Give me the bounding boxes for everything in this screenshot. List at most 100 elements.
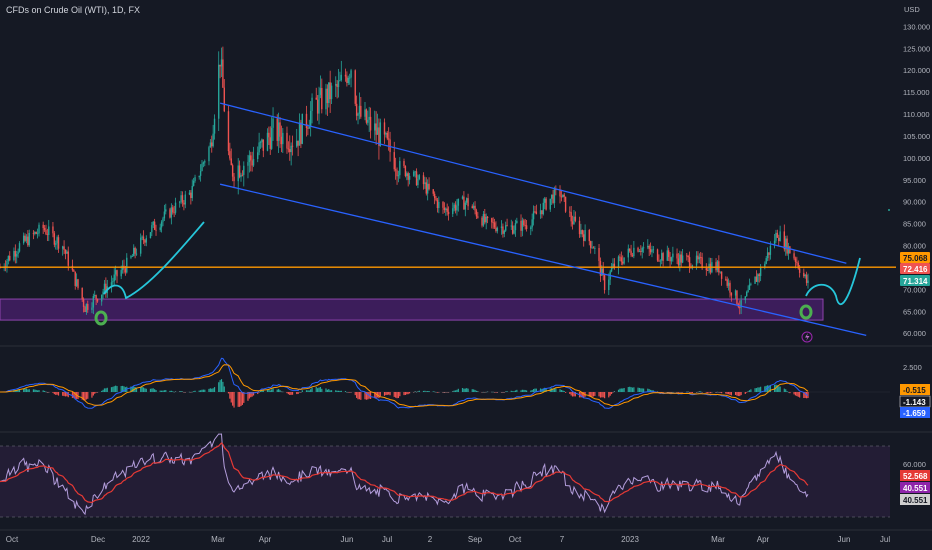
time-tick-label: Jul [880, 535, 890, 544]
macd-histogram-bar [106, 387, 108, 392]
macd-histogram-bar [560, 389, 563, 392]
candle-body [212, 133, 214, 147]
candle-body [617, 256, 620, 268]
channel-upper-line [219, 102, 847, 264]
candle-body [531, 219, 533, 228]
macd-histogram-bar [152, 388, 154, 392]
candle-body [155, 229, 157, 231]
macd-histogram-bar [365, 392, 367, 400]
macd-histogram-bar [424, 390, 426, 392]
macd-histogram-bar [257, 392, 259, 395]
macd-histogram-bar [55, 392, 57, 395]
macd-histogram-bar [475, 390, 478, 392]
macd-histogram-bar [92, 392, 94, 396]
candle-body [27, 236, 29, 246]
candle-body [220, 59, 223, 67]
candle-body [75, 279, 78, 286]
candle-body [71, 265, 74, 271]
macd-histogram-bar [739, 392, 741, 397]
macd-histogram-bar [799, 392, 801, 398]
macd-histogram-bar [120, 386, 122, 392]
candle-body [91, 307, 93, 310]
macd-histogram-bar [804, 392, 806, 398]
macd-histogram-bar [211, 388, 213, 392]
macd-histogram-bar [222, 381, 224, 392]
candle-body [240, 174, 242, 178]
macd-histogram-bar [268, 389, 270, 392]
candle-body [705, 268, 708, 271]
candle-body [610, 268, 613, 272]
candle-body [174, 202, 177, 213]
macd-histogram-bar [539, 388, 542, 392]
candle-body [153, 221, 156, 230]
candle-body [583, 234, 585, 241]
macd-histogram-bar [512, 391, 514, 392]
candle-body [435, 198, 437, 201]
candle-body [432, 189, 434, 194]
candle-body [727, 282, 730, 286]
candle-body [630, 250, 632, 256]
rsi-label-badge [900, 470, 930, 481]
candle-body [130, 256, 132, 258]
chart-title: CFDs on Crude Oil (WTI), 1D, FX [6, 5, 140, 15]
macd-histogram-bar [112, 386, 114, 392]
macd-histogram-bar [608, 392, 610, 398]
candle-body [492, 222, 494, 224]
candle-body [570, 212, 572, 222]
candle-body [121, 265, 124, 271]
macd-histogram-bar [422, 390, 425, 392]
candle-body [67, 251, 69, 266]
candle-body [140, 237, 142, 254]
macd-histogram-bar [467, 388, 469, 392]
macd-histogram-bar [307, 390, 309, 392]
macd-histogram-bar [590, 392, 592, 398]
candle-body [805, 274, 808, 283]
candle-body [730, 292, 733, 296]
macd-histogram-bar [406, 392, 408, 395]
candle-body [229, 151, 231, 159]
macd-histogram-bar [744, 392, 746, 394]
price-overlays [0, 102, 896, 343]
lightning-icon [801, 331, 813, 343]
candle-body [700, 257, 702, 258]
candle-body [647, 245, 649, 248]
candle-body [259, 142, 262, 143]
macd-histogram-bar [729, 392, 731, 395]
macd-histogram-bar [232, 392, 234, 406]
macd-histogram-bar [81, 392, 83, 400]
macd-histogram-bar [574, 392, 576, 397]
macd-histogram-bar [91, 392, 93, 398]
macd-histogram-bar [700, 391, 702, 392]
time-tick-label: Oct [509, 535, 522, 544]
macd-histogram-bar [730, 392, 732, 396]
candle-body [209, 142, 212, 148]
candle-body [374, 123, 376, 131]
candle-body [330, 85, 333, 100]
candle-body [564, 196, 567, 212]
candle-body [757, 274, 759, 282]
candle-body [134, 247, 136, 254]
macd-histogram-bar [778, 386, 780, 392]
candle-body [729, 282, 731, 293]
candle-body [467, 198, 469, 207]
candle-body [648, 245, 650, 250]
candle-body [126, 257, 128, 273]
candle-body [375, 123, 377, 135]
candle-body [638, 251, 641, 252]
candle-body [438, 201, 440, 209]
rsi-label-text: 40.551 [903, 484, 928, 493]
candle-body [53, 233, 56, 245]
price-label-badge [900, 252, 930, 263]
macd-histogram-bar [344, 391, 347, 392]
macd-histogram-bar [159, 390, 161, 392]
candle-body [563, 194, 565, 197]
candle-body [222, 59, 224, 88]
macd-histogram-bar [563, 391, 565, 392]
candle-body [456, 205, 458, 211]
candle-body [35, 232, 37, 234]
candle-body [779, 231, 781, 242]
candle-body [475, 210, 478, 217]
macd-histogram-bar [776, 385, 778, 392]
macd-histogram-bar [383, 392, 386, 396]
